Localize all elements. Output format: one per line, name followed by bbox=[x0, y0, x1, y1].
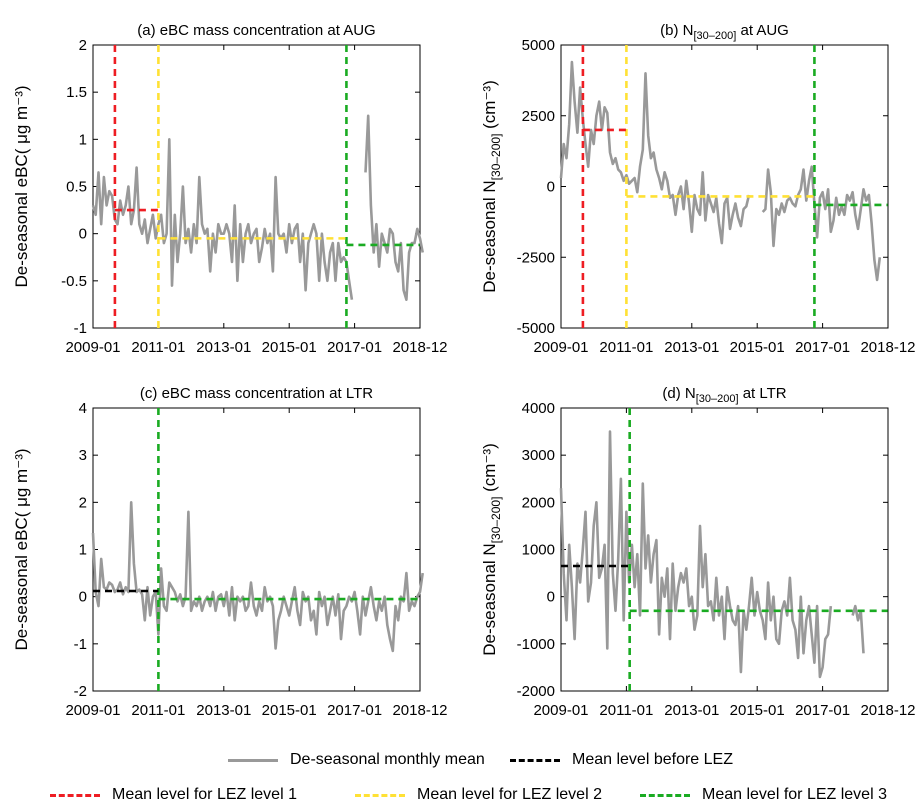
x-tick-label: 2018-12 bbox=[860, 702, 915, 719]
panel-title: (b) N[30–200] at AUG bbox=[660, 22, 789, 42]
y-tick-label: 0 bbox=[547, 179, 555, 196]
x-tick-label: 2015-01 bbox=[262, 702, 317, 719]
y-tick-label: -2 bbox=[74, 683, 87, 700]
y-tick-label: 4 bbox=[79, 400, 87, 417]
panel-title: (d) N[30–200] at LTR bbox=[662, 385, 786, 405]
series-line bbox=[559, 60, 882, 282]
ylabel-subscript: [30–200] bbox=[489, 134, 503, 181]
y-tick-label: 4000 bbox=[522, 400, 555, 417]
x-tick-label: 2013-01 bbox=[664, 702, 719, 719]
y-tick-label: 0 bbox=[547, 589, 555, 606]
x-tick-label: 2011-01 bbox=[131, 339, 185, 356]
x-tick-label: 2015-01 bbox=[730, 702, 785, 719]
title-subscript: [30–200] bbox=[696, 393, 739, 405]
x-tick-label: 2009-01 bbox=[533, 702, 588, 719]
plot-frame bbox=[92, 407, 421, 692]
x-tick-label: 2017-01 bbox=[795, 339, 850, 356]
y-tick-label: 1000 bbox=[522, 542, 555, 559]
y-tick-label: -1000 bbox=[517, 636, 555, 653]
y-axis-label: De-seasonal N[30–200] (cm⁻³) bbox=[480, 80, 503, 293]
x-tick-label: 2018-12 bbox=[392, 702, 447, 719]
ylabel-subscript: [30–200] bbox=[489, 497, 503, 544]
y-tick-label: 0.5 bbox=[66, 179, 87, 196]
title-suffix: at AUG bbox=[736, 22, 789, 39]
x-tick-label: 2017-01 bbox=[327, 702, 382, 719]
y-tick-label: 3 bbox=[79, 447, 87, 464]
panel-title: (a) eBC mass concentration at AUG bbox=[137, 22, 375, 39]
x-tick-label: 2009-01 bbox=[65, 339, 120, 356]
title-suffix: at LTR bbox=[739, 385, 787, 402]
y-tick-label: 1 bbox=[79, 131, 87, 148]
y-tick-label: 3000 bbox=[522, 447, 555, 464]
y-tick-label: 1 bbox=[79, 542, 87, 559]
panel-d: -2000 -1000 0 1000 2000 3000 4000 2009-01 2011-0… bbox=[480, 385, 916, 719]
y-tick-label: 0 bbox=[79, 226, 87, 243]
x-tick-label: 2011-01 bbox=[131, 702, 185, 719]
x-tick-label: 2009-01 bbox=[533, 339, 588, 356]
plot-frame bbox=[560, 44, 889, 329]
panel-a: -1 -0.5 0 0.5 1 1.5 2 2009-01 2011-01 2013-01 2015… bbox=[12, 22, 448, 356]
x-tick-label: 2018-12 bbox=[860, 339, 915, 356]
x-tick-label: 2011-01 bbox=[599, 702, 653, 719]
y-tick-label: -1 bbox=[74, 636, 87, 653]
y-axis-label: De-seasonal N[30–200] (cm⁻³) bbox=[480, 443, 503, 656]
panel-c: -2 -1 0 1 2 3 4 2009-01 2011-01 2013-01 2015-01 201… bbox=[12, 385, 448, 719]
ylabel-suffix: (cm⁻³) bbox=[480, 443, 499, 496]
y-tick-label: 2 bbox=[79, 37, 87, 54]
y-axis-label: De-seasonal eBC( μg m⁻³) bbox=[12, 448, 31, 650]
x-tick-label: 2009-01 bbox=[65, 702, 120, 719]
y-tick-label: -1 bbox=[74, 320, 87, 337]
series-line bbox=[91, 501, 424, 653]
x-tick-label: 2017-01 bbox=[795, 702, 850, 719]
x-tick-label: 2015-01 bbox=[262, 339, 317, 356]
y-tick-label: 1.5 bbox=[66, 84, 87, 101]
y-tick-label: 2 bbox=[79, 494, 87, 511]
x-tick-label: 2015-01 bbox=[730, 339, 785, 356]
series-line bbox=[91, 114, 424, 301]
y-tick-label: -0.5 bbox=[61, 273, 87, 290]
x-tick-label: 2013-01 bbox=[196, 702, 251, 719]
y-tick-label: 2000 bbox=[522, 494, 555, 511]
x-tick-label: 2013-01 bbox=[196, 339, 251, 356]
y-tick-label: 0 bbox=[79, 589, 87, 606]
y-tick-label: -2500 bbox=[517, 249, 555, 266]
ylabel-suffix: (cm⁻³) bbox=[480, 80, 499, 133]
title-subscript: [30–200] bbox=[693, 30, 736, 42]
y-axis-label: De-seasonal eBC( μg m⁻³) bbox=[12, 85, 31, 287]
x-tick-label: 2017-01 bbox=[327, 339, 382, 356]
y-tick-label: -2000 bbox=[517, 683, 555, 700]
x-tick-label: 2018-12 bbox=[392, 339, 447, 356]
panel-title: (c) eBC mass concentration at LTR bbox=[140, 385, 373, 402]
x-tick-label: 2013-01 bbox=[664, 339, 719, 356]
y-tick-label: 5000 bbox=[522, 37, 555, 54]
panel-b: -5000 -2500 0 2500 5000 2009-01 2011-01 2013-01… bbox=[480, 22, 916, 356]
y-tick-label: 2500 bbox=[522, 108, 555, 125]
x-tick-label: 2011-01 bbox=[599, 339, 653, 356]
y-tick-label: -5000 bbox=[517, 320, 555, 337]
series-line bbox=[559, 430, 865, 679]
